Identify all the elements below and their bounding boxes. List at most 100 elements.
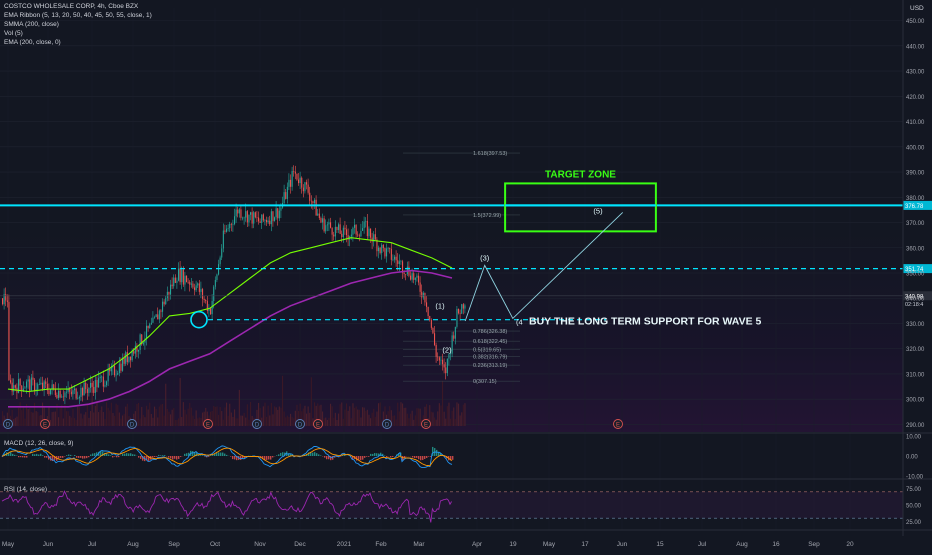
macd-histogram-bar	[404, 456, 405, 458]
candle-body	[244, 218, 245, 219]
volume-bar	[55, 412, 56, 426]
candle-body	[146, 326, 147, 339]
volume-bar	[456, 402, 457, 426]
candle-body	[320, 218, 321, 222]
volume-bar	[180, 378, 181, 426]
candle-body	[184, 276, 185, 285]
candle-body	[263, 214, 264, 220]
candle-body	[72, 390, 73, 394]
indicator-vol[interactable]: Vol (5)	[4, 29, 23, 38]
macd-histogram-bar	[212, 455, 213, 456]
candle-body	[240, 209, 241, 218]
candle-body	[399, 261, 400, 264]
macd-histogram-bar	[172, 456, 173, 460]
macd-histogram-bar	[138, 456, 139, 458]
volume-bar	[311, 377, 312, 426]
macd-histogram-bar	[162, 455, 163, 456]
candle-body	[391, 249, 392, 260]
candle-body	[212, 301, 213, 314]
candle-body	[258, 217, 259, 221]
candle-body	[132, 351, 133, 360]
macd-histogram-bar	[370, 454, 371, 456]
macd-histogram-bar	[44, 456, 45, 458]
macd-histogram-bar	[358, 456, 359, 460]
volume-bar	[404, 408, 405, 426]
volume-bar	[268, 406, 269, 426]
volume-bar	[101, 406, 102, 426]
volume-bar	[264, 403, 265, 426]
candle-body	[143, 343, 144, 345]
candle-body	[180, 268, 181, 282]
indicator-ema-ribbon[interactable]: EMA Ribbon (5, 13, 20, 50, 40, 45, 50, 5…	[4, 11, 152, 20]
volume-bar	[224, 407, 225, 426]
candle-body	[204, 299, 205, 300]
volume-bar	[407, 414, 408, 426]
candle-body	[205, 300, 206, 301]
macd-histogram-bar	[124, 454, 125, 456]
volume-bar	[348, 411, 349, 426]
x-tick-label: 2021	[337, 541, 352, 548]
dividend-marker-label: D	[6, 423, 11, 429]
volume-bar	[215, 407, 216, 426]
candle-body	[168, 292, 169, 295]
volume-bar	[24, 419, 25, 426]
macd-histogram-bar	[110, 455, 111, 456]
volume-bar	[439, 403, 440, 426]
candle-body	[197, 283, 198, 285]
candle-body	[220, 258, 221, 265]
fib-label: 1.5(372.99)	[473, 213, 501, 219]
volume-bar	[452, 411, 453, 426]
volume-bar	[183, 402, 184, 426]
candle-body	[335, 227, 336, 237]
macd-histogram-bar	[168, 456, 169, 458]
support-note: BUY THE LONG TERM SUPPORT FOR WAVE 5	[529, 316, 762, 328]
macd-histogram-bar	[240, 456, 241, 460]
volume-bar	[460, 415, 461, 426]
candle-body	[420, 282, 421, 291]
macd-tick: 10.00	[906, 435, 922, 441]
earnings-marker-label: E	[424, 423, 428, 429]
candle-body	[80, 388, 81, 397]
volume-bar	[2, 411, 3, 426]
macd-histogram-bar	[76, 456, 77, 458]
macd-histogram-bar	[374, 453, 375, 456]
volume-bar	[213, 406, 214, 426]
macd-histogram-bar	[226, 455, 227, 456]
candle-body	[456, 309, 457, 327]
macd-histogram-bar	[366, 456, 367, 457]
candle-body	[338, 224, 339, 230]
volume-bar	[152, 418, 153, 426]
volume-bar	[328, 418, 329, 426]
candle-body	[87, 389, 88, 393]
macd-histogram-bar	[414, 456, 415, 458]
macd-histogram-bar	[318, 454, 319, 456]
macd-histogram-bar	[436, 450, 437, 456]
macd-title[interactable]: MACD (12, 26, close, 9)	[4, 439, 73, 448]
macd-histogram-bar	[62, 456, 63, 458]
candle-body	[312, 201, 313, 203]
dividend-marker-label: D	[298, 423, 303, 429]
indicator-ema200[interactable]: EMA (200, close, 0)	[4, 38, 61, 47]
macd-histogram-bar	[132, 454, 133, 456]
candle-body	[100, 377, 101, 378]
candle-body	[277, 208, 278, 218]
macd-histogram-bar	[170, 456, 171, 458]
candle-body	[311, 201, 312, 202]
volume-bar	[396, 420, 397, 426]
indicator-smma[interactable]: SMMA (200, close)	[4, 20, 59, 29]
volume-bar	[87, 404, 88, 426]
rsi-title[interactable]: RSI (14, close)	[4, 485, 47, 494]
candle-body	[266, 220, 267, 222]
y-tick-label: 400.00	[906, 145, 925, 151]
candle-body	[362, 228, 363, 231]
volume-bar	[104, 419, 105, 426]
volume-bar	[106, 402, 107, 426]
volume-bar	[356, 406, 357, 426]
candle-body	[332, 228, 333, 235]
macd-histogram-bar	[202, 455, 203, 456]
volume-bar	[103, 412, 104, 426]
macd-histogram-bar	[156, 456, 157, 457]
macd-histogram-bar	[220, 453, 221, 456]
